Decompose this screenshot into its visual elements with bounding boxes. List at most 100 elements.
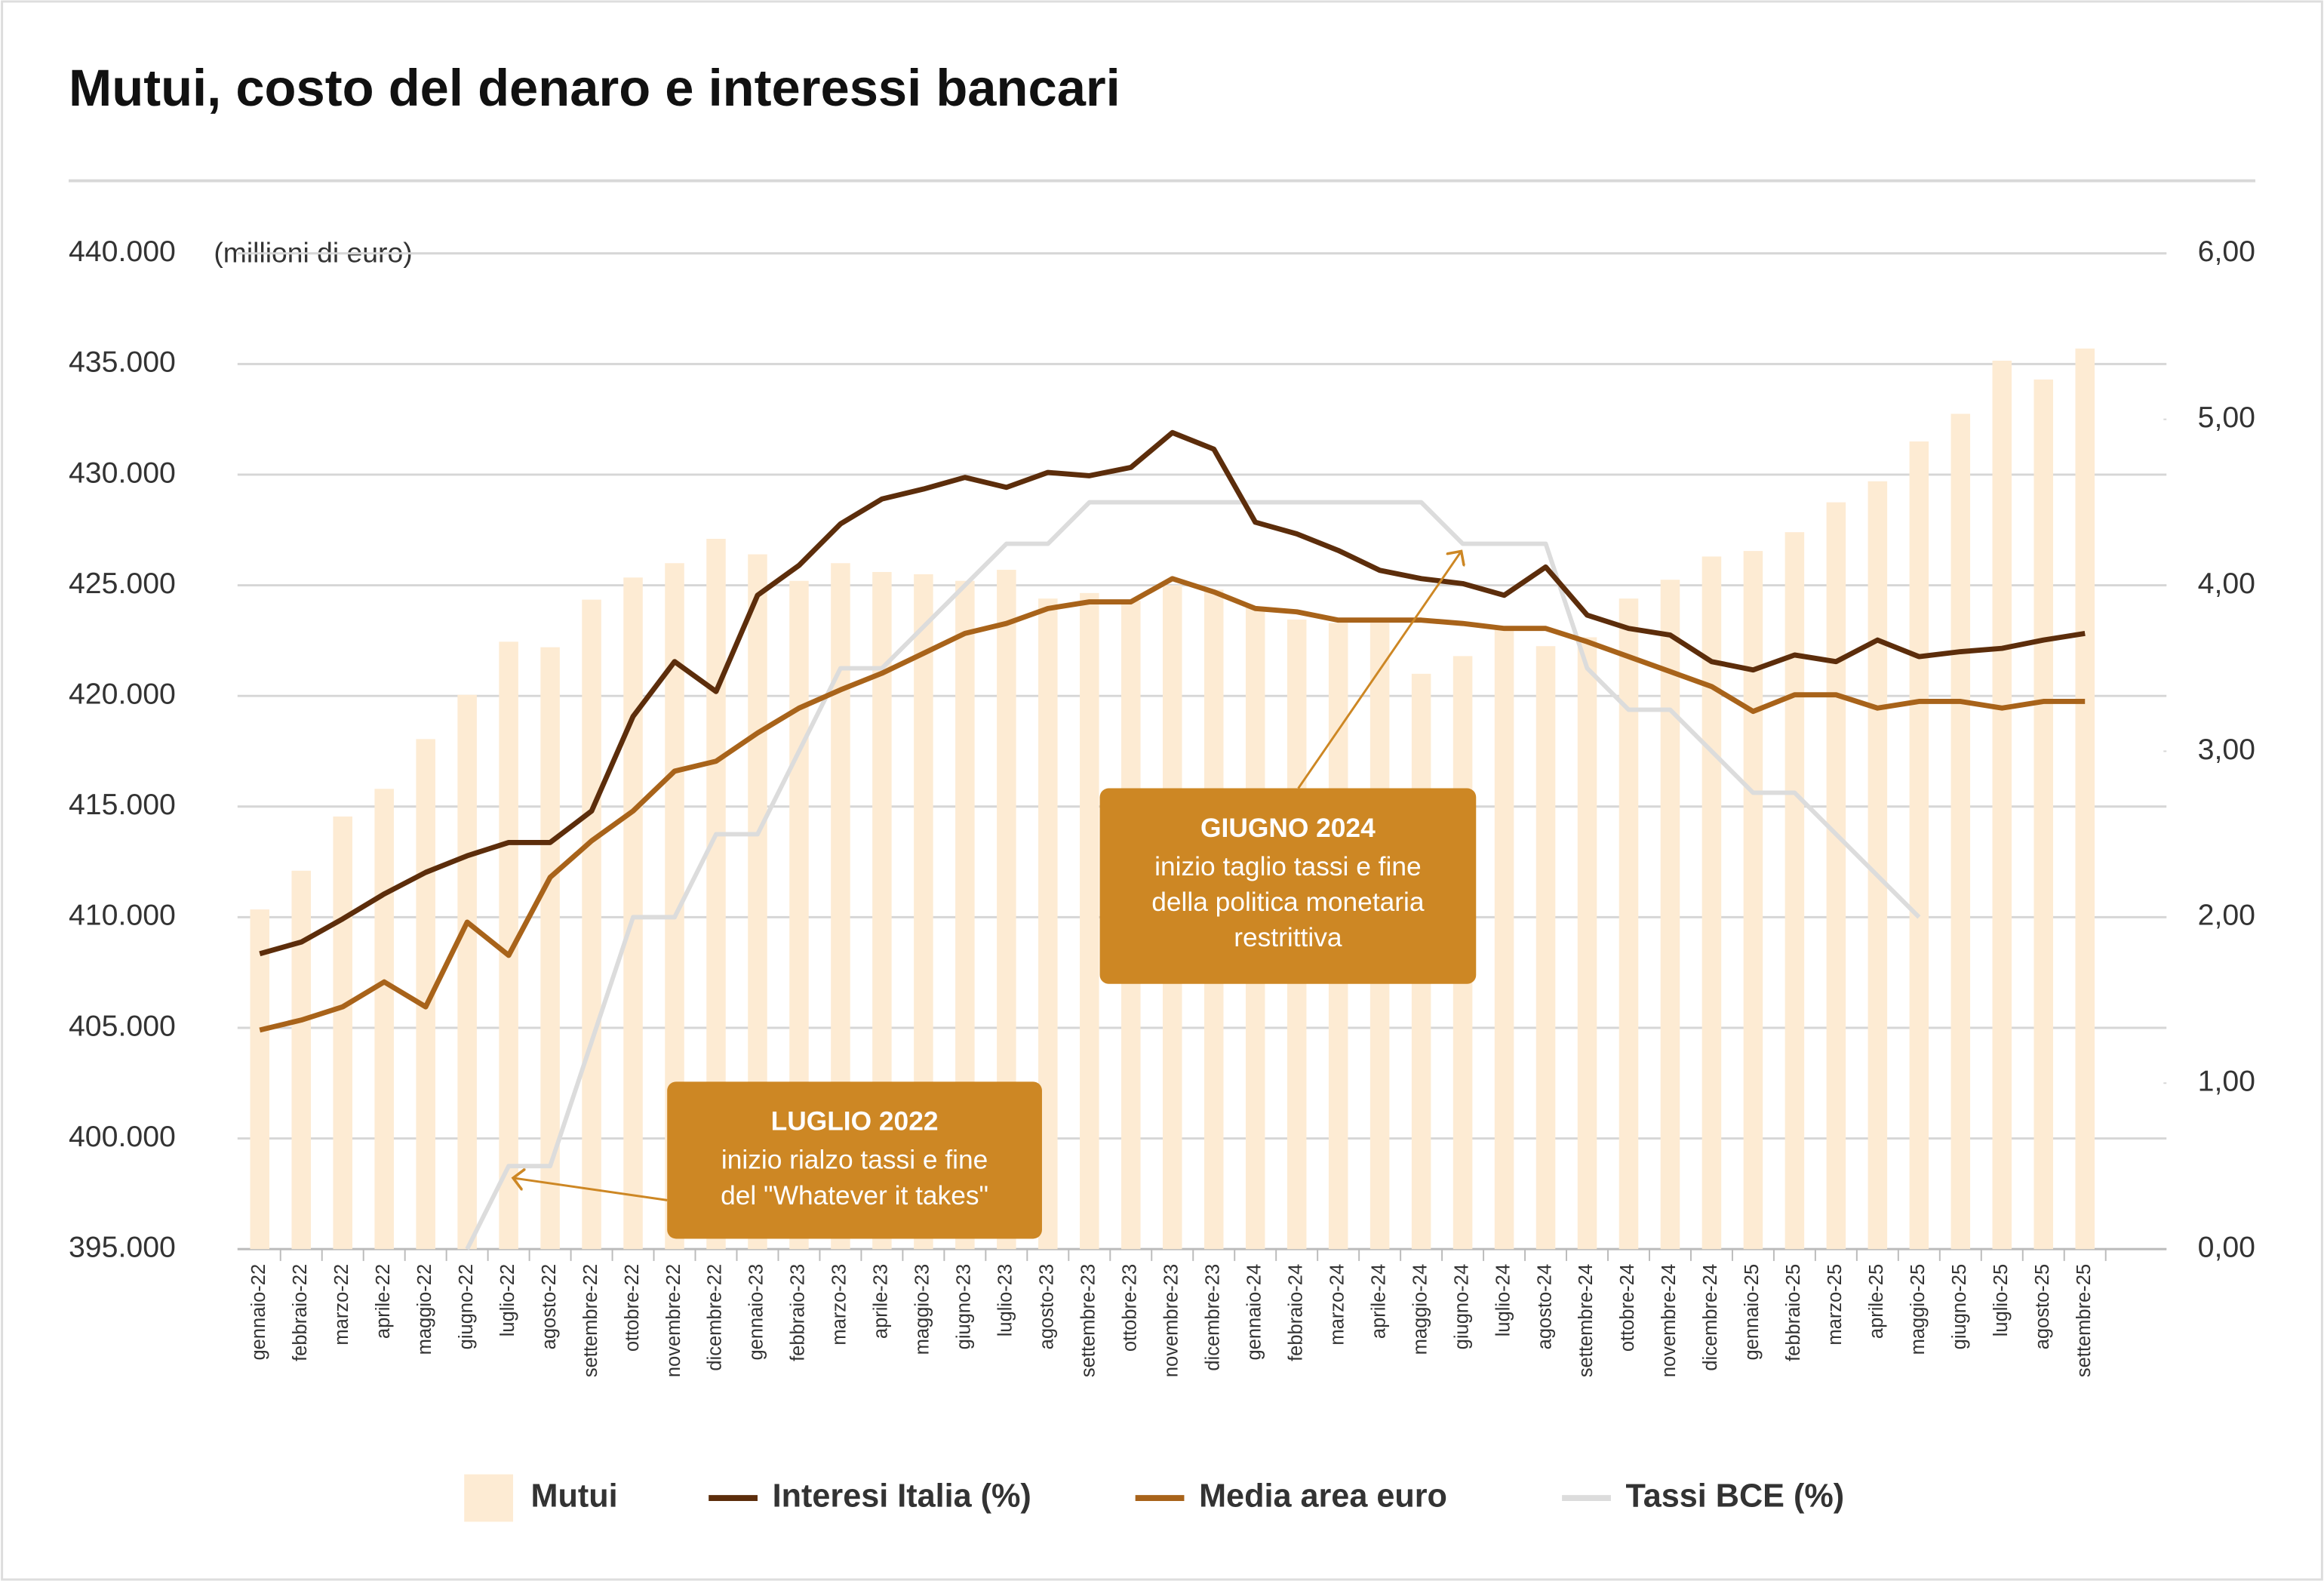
bar [333,816,352,1250]
y-tick-label: 435.000 [69,346,176,379]
x-tick-label: febbraio-25 [1783,1264,1804,1361]
annotation-text: inizio rialzo tassi e fine [721,1146,988,1175]
bar [1826,502,1846,1250]
y2-tick-label: 0,00 [2198,1231,2255,1264]
chart-title: Mutui, costo del denaro e interessi banc… [69,59,1120,117]
x-tick-label: agosto-25 [2032,1264,2053,1350]
annotation-arrow [513,1178,668,1201]
y2-tick-label: 1,00 [2198,1065,2255,1098]
x-tick-label: maggio-23 [912,1264,933,1355]
legend-swatch [464,1474,514,1522]
bar [1618,598,1639,1250]
x-tick-label: ottobre-22 [622,1264,643,1352]
annotation-title: GIUGNO 2024 [1200,814,1376,843]
x-tick-label: agosto-23 [1037,1264,1058,1350]
x-tick-label: marzo-24 [1326,1264,1348,1346]
x-tick-label: settembre-25 [2073,1264,2095,1377]
x-tick-label: giugno-25 [1949,1264,1970,1350]
annotation-text: della politica monetaria [1151,887,1425,917]
legend-label: Media area euro [1199,1478,1447,1514]
bar [2034,379,2054,1250]
x-tick-label: dicembre-23 [1202,1264,1223,1371]
x-tick-label: settembre-23 [1078,1264,1099,1377]
bar [1784,532,1805,1250]
x-tick-label: maggio-24 [1409,1264,1431,1355]
x-tick-label: gennaio-25 [1741,1264,1763,1361]
x-tick-label: maggio-22 [414,1264,435,1355]
x-tick-label: giugno-24 [1451,1264,1472,1350]
x-tick-label: giugno-23 [954,1264,975,1350]
x-tick-label: luglio-22 [497,1264,518,1336]
bar [1992,360,2012,1250]
x-tick-label: giugno-22 [456,1264,477,1350]
x-tick-label: novembre-24 [1658,1264,1680,1377]
bar [2075,348,2095,1250]
bar [250,909,270,1250]
y-tick-label: 395.000 [69,1231,176,1264]
annotation-text: del "Whatever it takes" [721,1181,988,1210]
annotation-box [667,1081,1042,1239]
bar [1743,551,1763,1250]
x-tick-label: marzo-25 [1824,1264,1846,1346]
x-tick-label: febbraio-23 [788,1264,809,1361]
x-tick-label: agosto-24 [1534,1264,1555,1350]
line-series [465,500,1921,1250]
annotation-box [1099,788,1477,984]
y2-tick-label: 2,00 [2198,899,2255,932]
x-tick-label: luglio-24 [1492,1264,1514,1336]
x-tick-label: marzo-23 [829,1264,850,1346]
x-tick-label: settembre-24 [1575,1264,1597,1377]
x-tick-label: febbraio-24 [1285,1264,1306,1361]
bar [582,599,601,1250]
legend-label: Mutui [531,1478,618,1514]
bar [457,694,477,1250]
x-tick-label: luglio-23 [995,1264,1016,1336]
bar [374,789,394,1250]
x-tick-label: aprile-24 [1368,1264,1389,1339]
x-tick-label: gennaio-24 [1243,1264,1265,1361]
x-tick-label: aprile-25 [1866,1264,1887,1339]
y-tick-label: 405.000 [69,1009,176,1042]
x-tick-label: febbraio-22 [290,1264,311,1361]
x-tick-label: maggio-25 [1907,1264,1929,1355]
y-tick-label: 440.000 [69,235,176,268]
x-tick-label: luglio-25 [1990,1264,2012,1336]
annotation-text: restrittiva [1234,923,1342,952]
bar [623,577,643,1250]
bar [1536,646,1556,1250]
y-tick-label: 420.000 [69,678,176,711]
annotation-text: inizio taglio tassi e fine [1154,852,1421,881]
legend-label: Tassi BCE (%) [1626,1478,1845,1514]
y-tick-label: 415.000 [69,788,176,821]
x-tick-label: aprile-22 [373,1264,394,1339]
x-tick-label: novembre-22 [663,1264,684,1377]
bar [1577,637,1597,1250]
bar [1909,441,1929,1250]
x-tick-label: ottobre-24 [1617,1264,1638,1352]
x-tick-label: aprile-23 [871,1264,892,1339]
x-tick-label: dicembre-22 [705,1264,726,1371]
x-tick-label: settembre-22 [580,1264,601,1377]
bar [291,870,311,1250]
bar [1494,629,1514,1250]
y2-tick-label: 3,00 [2198,733,2255,766]
y-tick-label: 410.000 [69,899,176,932]
line-series [259,576,2086,1033]
legend-label: Interesi Italia (%) [773,1478,1031,1514]
y-tick-label: 400.000 [69,1120,176,1153]
bar [1660,580,1680,1250]
y-tick-label: 425.000 [69,567,176,600]
x-tick-label: dicembre-24 [1700,1264,1721,1371]
bar [1080,592,1099,1250]
x-tick-label: gennaio-22 [248,1264,269,1361]
x-tick-label: marzo-22 [331,1264,352,1346]
y2-tick-label: 5,00 [2198,401,2255,434]
x-tick-label: ottobre-23 [1120,1264,1141,1352]
y2-tick-label: 6,00 [2198,235,2255,268]
x-tick-label: novembre-23 [1160,1264,1182,1377]
annotation-title: LUGLIO 2022 [771,1107,939,1137]
bar [1868,481,1888,1250]
annotation-arrow [1297,551,1462,789]
line-series [259,429,2086,957]
